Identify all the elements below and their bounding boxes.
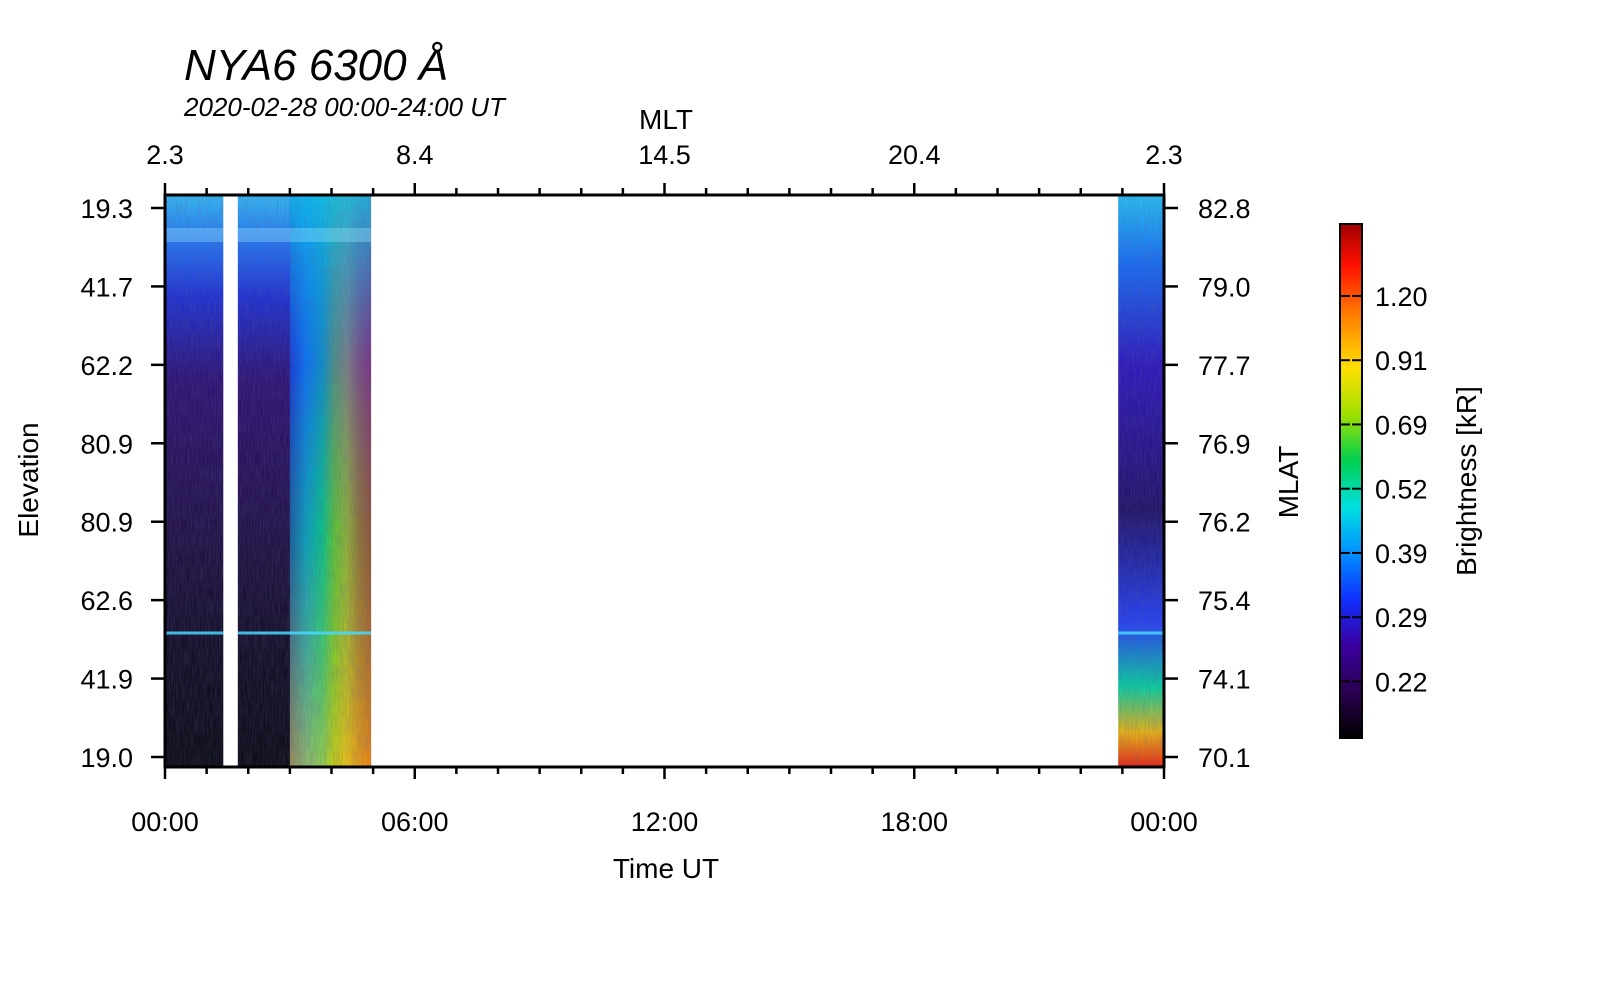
colorbar-tick-label: 1.20	[1375, 282, 1428, 312]
top-tick-label: 2.3	[146, 140, 184, 170]
heatmap-segment-2	[237, 195, 372, 767]
segment-texture	[165, 195, 224, 767]
left-tick-label: 62.6	[80, 586, 133, 616]
x-tick-label: 06:00	[381, 807, 449, 837]
colorbar-tick-label: 0.52	[1375, 475, 1428, 505]
heatmap-segment-1	[165, 195, 224, 767]
left-tick-label: 80.9	[80, 429, 133, 459]
heatmap-segment-3	[1118, 195, 1164, 767]
left-tick-label: 62.2	[80, 351, 133, 381]
right-tick-label: 76.2	[1198, 508, 1251, 538]
segment-texture	[1118, 195, 1164, 767]
colorbar-ticks: 1.20 0.91 0.69 0.52 0.39 0.29 0.22	[1340, 282, 1428, 697]
right-axis-label: MLAT	[1273, 446, 1304, 519]
x-tick-label: 00:00	[131, 807, 199, 837]
top-axis-label: MLT	[639, 104, 693, 135]
right-tick-label: 79.0	[1198, 272, 1251, 302]
x-tick-label: 12:00	[631, 807, 699, 837]
top-tick-label: 2.3	[1145, 140, 1183, 170]
colorbar-tick-label: 0.69	[1375, 410, 1428, 440]
left-tick-label: 41.9	[80, 665, 133, 695]
x-axis-label: Time UT	[613, 853, 719, 884]
right-tick-label: 77.7	[1198, 351, 1251, 381]
colorbar-label: Brightness [kR]	[1451, 386, 1482, 576]
chart-title: NYA6 6300 Å	[184, 41, 449, 90]
plot-axes	[151, 183, 1178, 779]
top-tick-label: 8.4	[396, 140, 434, 170]
top-tick-label: 20.4	[888, 140, 941, 170]
colorbar-tick-label: 0.39	[1375, 539, 1428, 569]
x-tick-label: 18:00	[880, 807, 948, 837]
right-tick-label: 76.9	[1198, 429, 1251, 459]
top-band	[237, 228, 372, 242]
colorbar-tick-label: 0.29	[1375, 603, 1428, 633]
colorbar-tick-label: 0.91	[1375, 346, 1428, 376]
y-axis-label: Elevation	[13, 422, 44, 537]
top-tick-label: 14.5	[638, 140, 691, 170]
left-tick-label: 80.9	[80, 508, 133, 538]
segment-texture	[237, 195, 372, 767]
chart-subtitle: 2020-02-28 00:00-24:00 UT	[184, 92, 505, 122]
tick-labels: 00:00 06:00 12:00 18:00 00:00 2.3 8.4 14.5 20.4 2…	[80, 140, 1250, 837]
right-tick-label: 70.1	[1198, 743, 1251, 773]
top-band	[165, 228, 224, 242]
colorbar-tick-label: 0.22	[1375, 667, 1428, 697]
right-tick-label: 82.8	[1198, 194, 1251, 224]
left-tick-label: 19.3	[80, 194, 133, 224]
x-tick-label: 00:00	[1130, 807, 1198, 837]
colorbar	[1339, 223, 1363, 739]
left-tick-label: 19.0	[80, 743, 133, 773]
right-tick-label: 75.4	[1198, 586, 1251, 616]
left-tick-label: 41.7	[80, 272, 133, 302]
right-tick-label: 74.1	[1198, 665, 1251, 695]
heatmap-area	[165, 195, 1164, 767]
